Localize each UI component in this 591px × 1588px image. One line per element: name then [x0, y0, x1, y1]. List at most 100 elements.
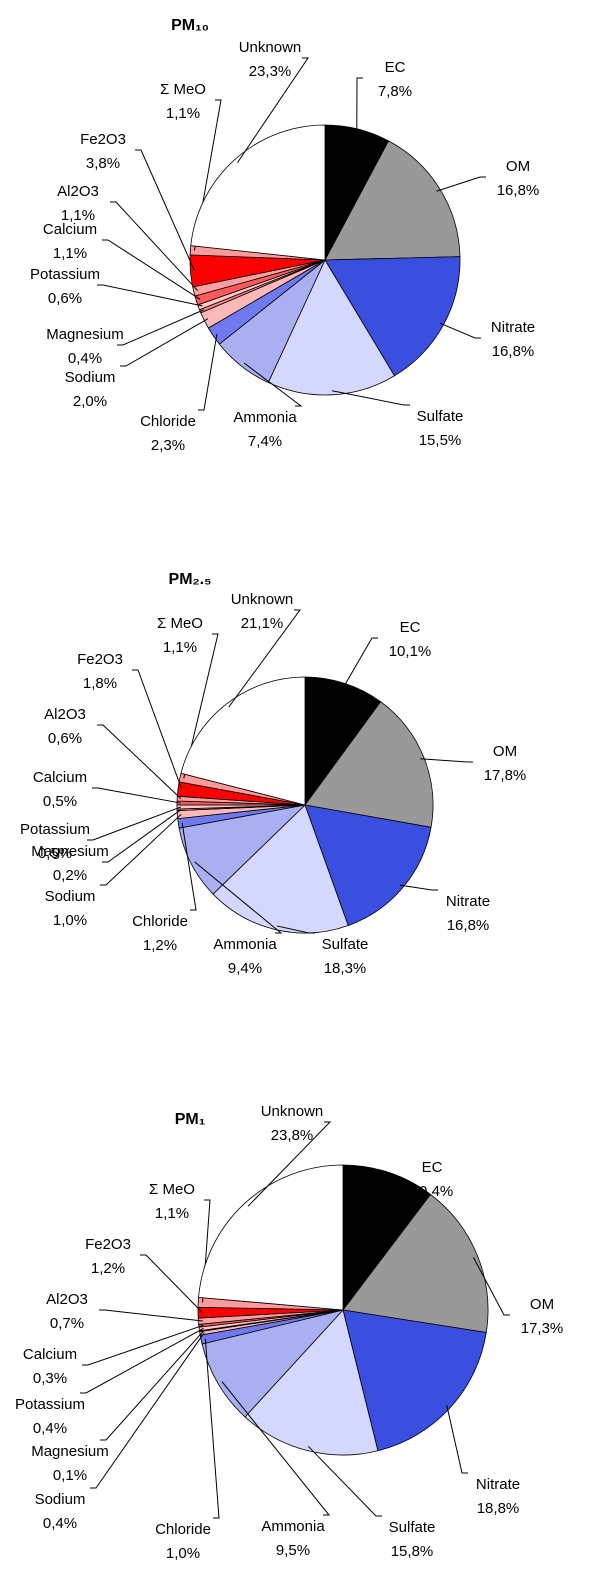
chart-title: PM₁₀ [171, 17, 209, 34]
slice-value-label: 18,8% [477, 1500, 520, 1517]
slice-label: Potassium [15, 1396, 85, 1413]
slice-value-label: 0,7% [50, 1315, 84, 1332]
slice-value-label: 0,4% [33, 1420, 67, 1437]
leader-line [135, 149, 195, 271]
slice-label: EC [422, 1159, 443, 1176]
slice-value-label: 1,2% [91, 1260, 125, 1277]
leader-line [80, 1327, 204, 1394]
pie-slice [212, 804, 349, 934]
slice-value-label: 10,1% [389, 643, 432, 660]
slice-value-label: 9,5% [276, 1542, 310, 1559]
slice-label: Sodium [35, 1491, 86, 1508]
leader-line [100, 813, 182, 886]
slice-label: Unknown [231, 591, 294, 608]
slice-value-label: 0,4% [43, 1515, 77, 1532]
leader-line [82, 1324, 204, 1366]
slice-label: Ammonia [233, 409, 297, 426]
leader-line [102, 809, 182, 863]
slice-label: Calcium [43, 221, 97, 238]
slice-value-label: 0,4% [68, 350, 102, 367]
slice-label: Al2O3 [46, 1291, 88, 1308]
pie-slice [198, 1164, 344, 1311]
slice-label: Nitrate [491, 319, 535, 336]
pie-slice [304, 804, 432, 927]
slice-label: Calcium [23, 1346, 77, 1363]
slice-value-label: 0,2% [53, 867, 87, 884]
pie-slice [244, 1309, 379, 1456]
leader-line [356, 77, 363, 133]
slice-value-label: 7,4% [248, 433, 282, 450]
slice-label: Magnesium [31, 1443, 109, 1460]
leader-line [228, 609, 301, 708]
slice-label: Fe2O3 [77, 651, 123, 668]
leader-line [194, 861, 283, 934]
leader-line [132, 669, 183, 790]
leader-line [439, 322, 481, 339]
slice-label: Chloride [140, 413, 196, 430]
slice-label: OM [530, 1296, 554, 1313]
slice-label: Sodium [45, 888, 96, 905]
slice-label: Sulfate [389, 1519, 436, 1536]
pie-slice [342, 1309, 487, 1452]
slice-value-label: 10,4% [411, 1183, 454, 1200]
slice-label: Fe2O3 [85, 1236, 131, 1253]
slice-value-label: 1,1% [61, 207, 95, 224]
slice-value-label: 0,1% [53, 1467, 87, 1484]
slice-value-label: 0,6% [48, 290, 82, 307]
leader-line [99, 1309, 203, 1322]
leader-line [247, 1121, 332, 1207]
slice-label: Chloride [155, 1521, 211, 1538]
leader-line [110, 201, 199, 291]
chart-title: PM₁ [175, 1111, 206, 1128]
slice-label: OM [506, 158, 530, 175]
slice-value-label: 2,3% [151, 437, 185, 454]
leader-line [90, 1332, 205, 1489]
slice-value-label: 15,8% [391, 1543, 434, 1560]
leader-line [446, 1404, 468, 1474]
slice-value-label: 23,8% [271, 1127, 314, 1144]
pie-slice [342, 1164, 432, 1312]
leader-line [102, 239, 201, 300]
slice-label: Potassium [20, 821, 90, 838]
leader-line [100, 1330, 205, 1441]
slice-label: OM [493, 743, 517, 760]
slice-label: Calcium [33, 769, 87, 786]
slice-value-label: 7,8% [378, 83, 412, 100]
slice-value-label: 2,0% [73, 393, 107, 410]
pie-slice [190, 124, 326, 261]
slice-value-label: 1,1% [166, 105, 200, 122]
slice-value-label: 0,3% [33, 1370, 67, 1387]
slice-label: Σ MeO [157, 615, 203, 632]
slice-value-label: 1,0% [166, 1545, 200, 1562]
slice-value-label: 1,1% [53, 245, 87, 262]
slice-label: EC [400, 619, 421, 636]
slice-label: Σ MeO [149, 1181, 195, 1198]
leader-line [117, 309, 205, 346]
leader-line [221, 1381, 331, 1516]
slice-label: Nitrate [476, 1476, 520, 1493]
pie-slice [201, 1309, 345, 1418]
leader-line [97, 724, 182, 800]
slice-label: Unknown [239, 39, 302, 56]
leader-line [92, 787, 181, 804]
slice-value-label: 1,1% [163, 639, 197, 656]
pie-slice [324, 140, 461, 261]
leader-line [331, 390, 410, 406]
slice-value-label: 16,8% [447, 917, 490, 934]
chart-title: PM₂.₅ [169, 571, 212, 588]
slice-value-label: 3,8% [86, 155, 120, 172]
slice-label: Nitrate [446, 893, 490, 910]
slice-value-label: 1,1% [155, 1205, 189, 1222]
leader-line [198, 333, 218, 411]
pie-slice [304, 701, 434, 828]
leader-line [140, 1254, 203, 1313]
pie-slice [304, 676, 382, 807]
slice-label: Al2O3 [44, 706, 86, 723]
slice-label: Potassium [30, 266, 100, 283]
slice-label: Sulfate [417, 408, 464, 425]
slice-value-label: 18,3% [324, 960, 367, 977]
leader-line [343, 637, 378, 688]
slice-value-label: 0,6% [48, 730, 82, 747]
leader-line [87, 806, 182, 841]
